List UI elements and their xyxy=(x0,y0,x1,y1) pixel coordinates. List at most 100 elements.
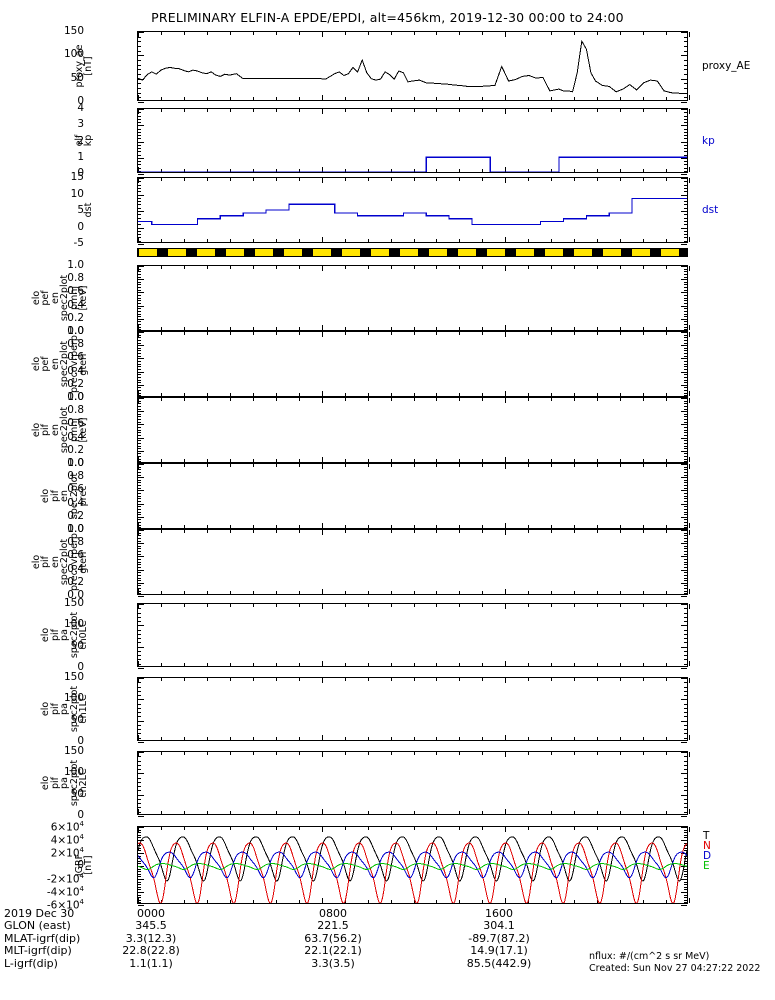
ytick-label: 1.0 xyxy=(67,522,84,535)
ytick-label: 0.2 xyxy=(67,575,84,588)
zone-marker xyxy=(196,249,216,256)
ytick-label: 50 xyxy=(70,713,84,726)
ytick-label: 2 xyxy=(77,134,84,147)
ytick-label: 150 xyxy=(63,670,84,683)
ytick-label: 2×104 xyxy=(50,846,84,860)
zone-marker xyxy=(254,249,274,256)
ytick-label: 0 xyxy=(77,660,84,673)
panel-proxy-ae xyxy=(137,31,690,103)
legend-dst: dst xyxy=(702,204,719,216)
ytick-label: 0.4 xyxy=(67,298,84,311)
ytick-label: 0.4 xyxy=(67,364,84,377)
ytick-label: 0.0 xyxy=(67,324,84,337)
ytick-label: 3 xyxy=(77,118,84,130)
panel-elo-pif-pa-spec2plot-ch1lc xyxy=(137,677,690,743)
ephemeris-value: 22.1(22.1) xyxy=(304,944,362,958)
ytick-label: 4×104 xyxy=(50,833,84,847)
panel-kp xyxy=(137,108,690,175)
ytick-label: 0 xyxy=(77,166,84,179)
ytick-label: 0.6 xyxy=(67,483,84,496)
panel-elo-pef-en-spec2plot-pmnj xyxy=(137,265,690,333)
zone-marker xyxy=(428,249,448,256)
ephemeris-value: -89.7(87.2) xyxy=(468,931,530,945)
zone-marker xyxy=(602,249,622,256)
ephemeris-value: 63.7(56.2) xyxy=(304,931,362,945)
ytick-label: 6×104 xyxy=(50,820,84,834)
ylabel-word: dst xyxy=(83,202,95,218)
page-title: PRELIMINARY ELFIN-A EPDE/EPDI, alt=456km… xyxy=(151,10,624,25)
ephemeris-value: 345.5 xyxy=(135,919,167,933)
ephemeris-value: 0000 xyxy=(137,907,165,920)
igrf-legend-d: D xyxy=(703,850,712,862)
ytick-label: 1.0 xyxy=(67,324,84,337)
ytick-label: 0.4 xyxy=(67,430,84,443)
ytick-label: 4 xyxy=(77,101,84,114)
ytick-label: 0.8 xyxy=(67,403,84,416)
ylabel-dst: dst xyxy=(83,177,95,243)
trace-layer xyxy=(138,836,687,903)
created-timestamp: Created: Sun Nov 27 04:27:22 2022 xyxy=(589,963,761,974)
ytick-label: -4×104 xyxy=(46,885,84,899)
ytick-label: 150 xyxy=(63,24,84,37)
ytick-label: 0 xyxy=(77,734,84,747)
ytick-label: 100 xyxy=(63,692,84,705)
ytick-label: 100 xyxy=(63,48,84,61)
zone-marker xyxy=(515,249,535,256)
ytick-label: 100 xyxy=(63,766,84,779)
ephemeris-value: 1600 xyxy=(485,907,513,920)
ytick-label: 0.0 xyxy=(67,588,84,601)
ephemeris-value: 14.9(17.1) xyxy=(470,944,528,958)
igrf-legend-e: E xyxy=(703,860,710,872)
trace-layer xyxy=(138,156,687,172)
ephemeris-value: 85.5(442.9) xyxy=(466,956,532,970)
zone-marker xyxy=(399,249,419,256)
ephemeris-value: 304.1 xyxy=(483,919,515,933)
ephemeris-row-label: MLAT-igrf(dip) xyxy=(4,931,81,945)
ytick-label: 50 xyxy=(70,787,84,800)
ephemeris-row-label: L-igrf(dip) xyxy=(4,956,58,970)
ytick-label: 0.0 xyxy=(67,456,84,469)
ytick-label: -5 xyxy=(73,236,84,249)
ytick-label: 0.6 xyxy=(67,549,84,562)
ytick-label: 50 xyxy=(70,71,84,84)
ylabel-proxy-ae: proxy_ae [nT] xyxy=(74,31,95,101)
ephemeris-value: 3.3(3.5) xyxy=(311,956,355,970)
ephemeris-value: 221.5 xyxy=(317,919,349,933)
ytick-label: 0 xyxy=(77,94,84,107)
ytick-label: 150 xyxy=(63,744,84,757)
panel-dst xyxy=(137,177,690,245)
legend-proxy_ae: proxy_AE xyxy=(702,60,751,72)
ephemeris-value: 0800 xyxy=(319,907,347,920)
ytick-label: 0.0 xyxy=(67,522,84,535)
panel-elo-pef-en-spec2plot-precovrperp-gterr xyxy=(137,331,690,399)
ytick-label: 150 xyxy=(63,596,84,609)
panel-elo-pif-en-spec2plot-pmnj xyxy=(137,397,690,465)
zone-marker xyxy=(341,249,361,256)
ytick-label: 0.6 xyxy=(67,417,84,430)
ytick-label: 0 xyxy=(77,858,84,871)
panel-igrf xyxy=(137,826,690,906)
ytick-label: 1.0 xyxy=(67,390,84,403)
ytick-label: 0.0 xyxy=(67,390,84,403)
ytick-label: 0.8 xyxy=(67,469,84,482)
ytick-label: -6×104 xyxy=(46,898,84,912)
ytick-label: 1.0 xyxy=(67,258,84,271)
panel-elo-pif-en-spec2plot-prec xyxy=(137,463,690,531)
ytick-label: 0.2 xyxy=(67,509,84,522)
ytick-label: 5 xyxy=(77,203,84,216)
zone-marker xyxy=(544,249,564,256)
ytick-label: 1.0 xyxy=(67,456,84,469)
ytick-label: 0.2 xyxy=(67,377,84,390)
trace-layer xyxy=(138,197,687,226)
zone-marker xyxy=(167,249,187,256)
ylabel-elo-pif-pa-spec2plot-ch1lc: elo pif pa spec2plot ch1LC xyxy=(40,677,90,741)
ytick-label: 15 xyxy=(70,170,84,183)
ylabel-word: [nT] xyxy=(83,855,94,875)
zone-marker xyxy=(283,249,303,256)
zone-marker xyxy=(457,249,477,256)
ytick-label: 0.8 xyxy=(67,535,84,548)
ytick-label: 0.6 xyxy=(67,285,84,298)
nflux-units-note: nflux: #/(cm^2 s sr MeV) xyxy=(589,951,710,962)
ytick-label: 0.8 xyxy=(67,271,84,284)
ephemeris-value: 22.8(22.8) xyxy=(122,944,180,958)
